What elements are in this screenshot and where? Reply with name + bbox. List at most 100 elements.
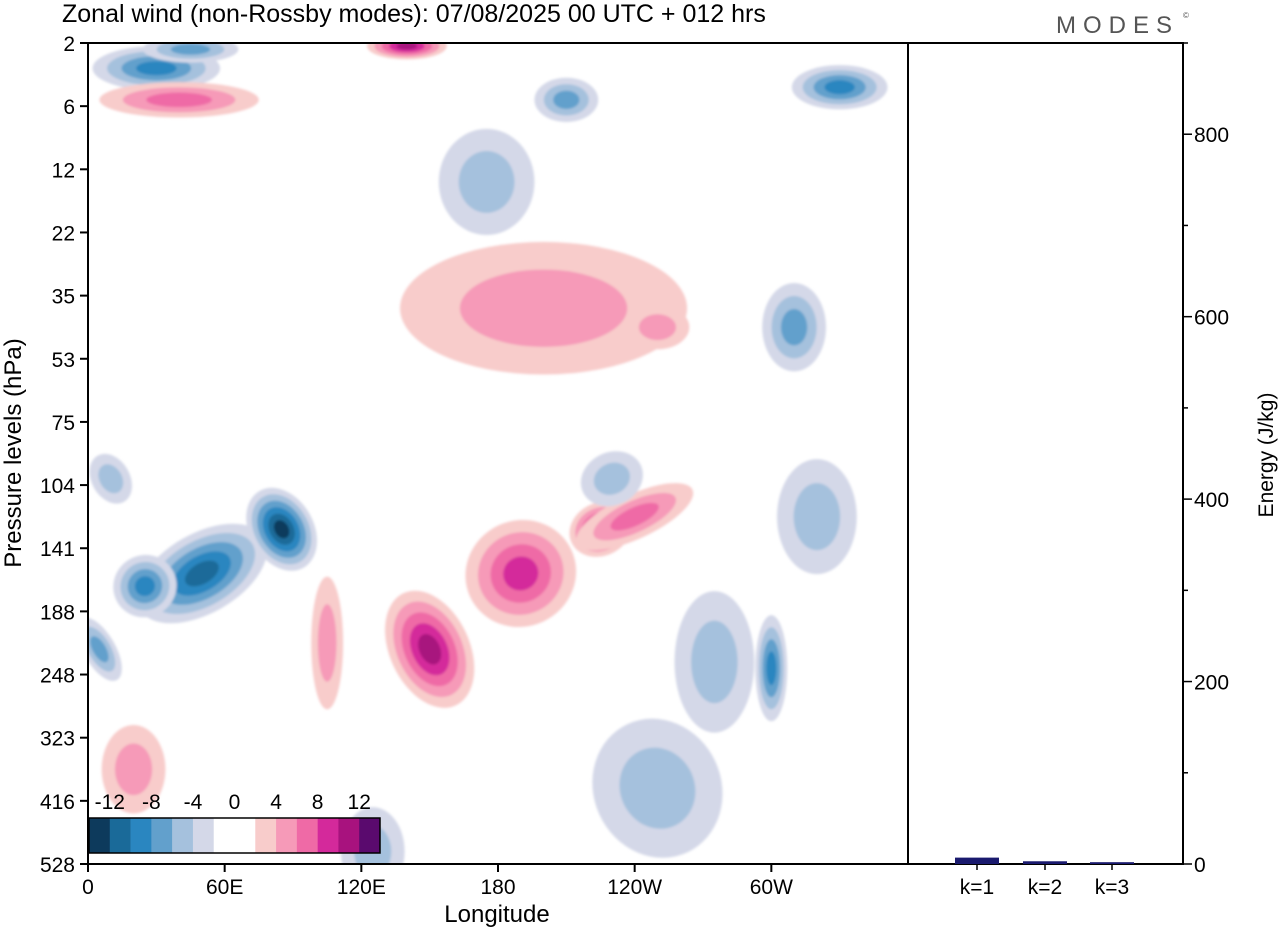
wind-contour: [458, 150, 515, 213]
energy-category-label: k=3: [1095, 876, 1129, 899]
wind-feature: [89, 453, 133, 504]
y-tick-label: 188: [40, 601, 75, 624]
wind-contour: [638, 314, 677, 341]
y-tick-label: 2: [63, 33, 75, 56]
energy-tick-label: 400: [1194, 489, 1229, 512]
colorbar: -12 -8 -4 0 4 8 12: [88, 791, 381, 854]
logo-mark: ©: [1183, 11, 1189, 20]
wind-contour: [503, 556, 539, 591]
longitude-axis: 0 60E 120E 180 120W 60W: [82, 864, 793, 899]
wind-feature: [576, 483, 694, 551]
wind-feature: [580, 451, 643, 507]
wind-contour: [418, 634, 442, 665]
energy-bar: [955, 857, 999, 864]
y-tick-label: 12: [52, 159, 75, 182]
wind-contour: [114, 743, 153, 796]
wind-contour: [146, 92, 212, 108]
colorbar-swatch: [192, 818, 215, 853]
wind-feature: [777, 459, 857, 575]
energy-category-label: k=2: [1028, 876, 1062, 899]
energy-tick-label: 0: [1194, 854, 1206, 877]
energy-tick-label: 600: [1194, 307, 1229, 330]
wind-contour: [136, 61, 177, 76]
wind-contour: [610, 502, 659, 531]
y-tick-label: 35: [52, 286, 75, 309]
y-tick-label: 22: [52, 222, 75, 245]
wind-feature: [465, 519, 577, 628]
colorbar-swatch: [89, 818, 111, 853]
x-tick-label: 60E: [206, 876, 243, 899]
x-tick-label: 0: [82, 876, 94, 899]
energy-bar: [1023, 861, 1067, 864]
y-tick-label: 104: [40, 475, 75, 498]
colorbar-swatch: [213, 818, 235, 853]
wind-feature: [791, 65, 888, 110]
chart-title: Zonal wind (non-Rossby modes): 07/08/202…: [62, 0, 766, 28]
wind-feature: [142, 43, 239, 63]
colorbar-swatch: [172, 818, 194, 853]
colorbar-label: 12: [348, 791, 371, 814]
y-tick-label: 75: [52, 412, 75, 435]
colorbar-swatch: [296, 818, 318, 853]
wind-feature: [674, 591, 755, 733]
wind-feature: [592, 718, 723, 858]
energy-axis-label: Energy (J/kg): [1255, 393, 1278, 518]
wind-feature: [400, 241, 688, 375]
wind-contour: [317, 604, 337, 682]
colorbar-swatch: [359, 818, 381, 853]
colorbar-label: 0: [229, 791, 241, 814]
wind-feature: [99, 82, 259, 118]
wind-feature: [385, 590, 475, 708]
colorbar-swatch: [276, 818, 298, 853]
y-tick-label: 6: [63, 96, 75, 119]
energy-tick-label: 200: [1194, 672, 1229, 695]
y-axis-label: Pressure levels (hPa): [0, 338, 27, 567]
colorbar-swatch: [255, 818, 277, 853]
wind-contour: [134, 576, 156, 597]
y-tick-label: 141: [40, 538, 75, 561]
wind-contour: [824, 80, 855, 95]
wind-feature: [625, 305, 690, 350]
y-tick-label: 248: [40, 665, 75, 688]
colorbar-swatch: [151, 818, 173, 853]
colorbar-label: 8: [312, 791, 324, 814]
wind-contour: [184, 560, 219, 587]
energy-tick-label: 800: [1194, 124, 1229, 147]
energy-category-label: k=1: [960, 876, 994, 899]
x-axis-label: Longitude: [444, 901, 549, 928]
wind-contour: [90, 636, 109, 663]
y-tick-label: 416: [40, 791, 75, 814]
wind-contour: [273, 520, 290, 539]
wind-contour: [459, 269, 628, 347]
y-tick-label: 528: [40, 854, 75, 877]
energy-bar: [1090, 862, 1134, 864]
energy-panel-frame: [907, 42, 1184, 865]
wind-feature: [311, 576, 344, 710]
wind-feature: [534, 77, 599, 122]
wind-contour: [793, 483, 841, 551]
y-tick-label: 53: [52, 349, 75, 372]
wind-contour: [170, 43, 211, 55]
wind-feature: [246, 487, 317, 571]
colorbar-swatch: [234, 818, 256, 853]
colorbar-label: 4: [270, 791, 282, 814]
colorbar-label: -8: [142, 791, 161, 814]
wind-contour: [766, 651, 777, 686]
wind-feature: [367, 43, 447, 60]
wind-contour: [619, 747, 696, 829]
modes-logo: MODES: [1056, 12, 1179, 39]
colorbar-swatch: [317, 818, 339, 853]
x-tick-label: 60W: [750, 876, 793, 899]
wind-contour: [553, 90, 580, 109]
x-tick-label: 180: [480, 876, 515, 899]
y-tick-label: 323: [40, 728, 75, 751]
wind-contour: [593, 462, 630, 495]
wind-feature: [438, 128, 535, 235]
energy-bar-chart: 0 200 400 600 800 k=1 k=2 k=3: [955, 42, 1229, 899]
wind-contour: [396, 43, 418, 50]
wind-feature: [113, 554, 177, 618]
colorbar-label: -4: [184, 791, 203, 814]
x-tick-label: 120W: [607, 876, 662, 899]
x-tick-label: 120E: [337, 876, 386, 899]
